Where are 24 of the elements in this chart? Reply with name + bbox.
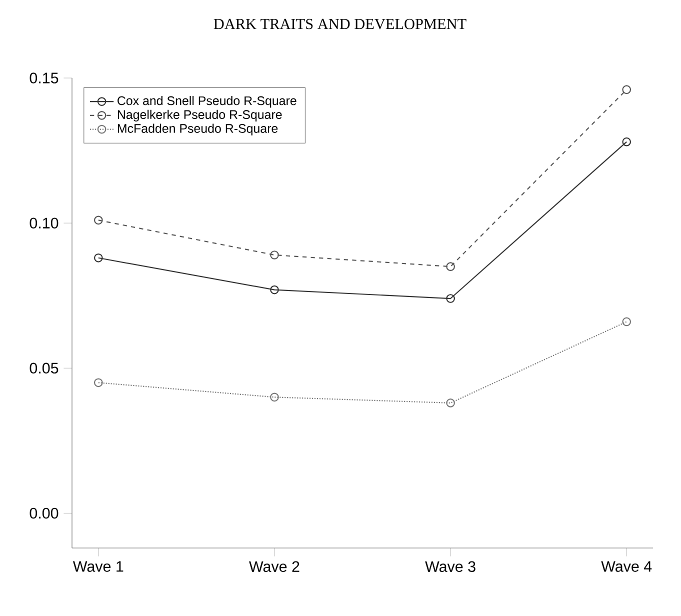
y-tick-label: 0.00: [30, 508, 58, 519]
legend-label: Nagelkerke Pseudo R-Square: [118, 110, 282, 122]
point: [622, 137, 632, 146]
point: [446, 398, 455, 408]
y-tick-label: 0.15: [30, 72, 58, 84]
point: [446, 294, 455, 303]
point: [94, 216, 103, 225]
point: [270, 250, 279, 260]
point: [270, 392, 279, 402]
point: [446, 262, 455, 272]
x-tick-label: Wave 1: [72, 561, 124, 572]
point: [94, 378, 103, 388]
y-tick-label: 0.05: [30, 362, 58, 374]
point: [622, 85, 632, 94]
x-tick-label: Wave 3: [425, 561, 476, 572]
legend-label: McFadden Pseudo R-Square: [118, 124, 278, 136]
point: [270, 285, 279, 294]
point: [94, 253, 103, 262]
chart-title: DARK TRAITS AND DEVELOPMENT: [214, 18, 466, 30]
x-tick-label: Wave 4: [601, 561, 652, 572]
point: [622, 317, 632, 326]
y-tick-label: 0.10: [30, 218, 58, 228]
x-tick-label: Wave 2: [249, 561, 300, 572]
legend-label: Cox and Snell Pseudo R-Square: [118, 96, 296, 108]
